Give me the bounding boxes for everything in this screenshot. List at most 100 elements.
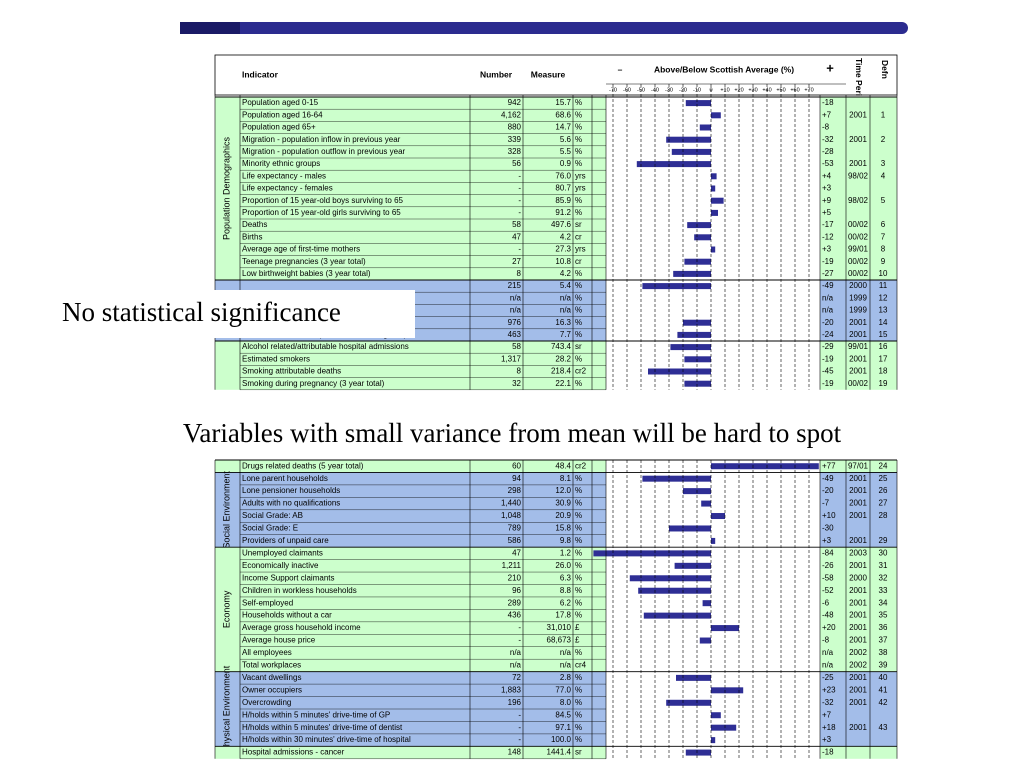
- cell: Self-employed: [242, 598, 293, 607]
- cell: 1: [881, 110, 886, 119]
- deviation-bar: [684, 380, 711, 387]
- deviation-bar: [629, 575, 711, 582]
- cell: 39: [879, 661, 888, 670]
- cell: -: [518, 184, 521, 193]
- cell: n/a: [822, 661, 834, 670]
- cell: yrs: [575, 171, 586, 180]
- cell: -8: [822, 123, 830, 132]
- cell: -32: [822, 135, 834, 144]
- cell: -49: [822, 281, 834, 290]
- cell: 97.1: [555, 723, 571, 732]
- cell: 25: [879, 474, 888, 483]
- cell: n/a: [822, 306, 834, 315]
- cell: 880: [508, 123, 522, 132]
- cell: Life expectancy - males: [242, 171, 326, 180]
- cell: Children in workless households: [242, 586, 357, 595]
- title-bar: [180, 22, 908, 34]
- cell: 98/02: [848, 171, 869, 180]
- title-bar-accent: [180, 22, 240, 34]
- cell: 96: [512, 586, 521, 595]
- cell: -7: [822, 499, 830, 508]
- cell: 8.0: [560, 698, 572, 707]
- cell: 196: [508, 698, 522, 707]
- cell: 436: [508, 611, 522, 620]
- cell: %: [575, 135, 582, 144]
- cell: 2001: [849, 561, 867, 570]
- cell: 2001: [849, 723, 867, 732]
- cell: 28.2: [555, 354, 571, 363]
- cell: Smoking attributable deaths: [242, 367, 341, 376]
- cell: -: [518, 196, 521, 205]
- cell: 6.2: [560, 598, 572, 607]
- cell: yrs: [575, 184, 586, 193]
- cell: 00/02: [848, 257, 869, 266]
- cell: 27: [879, 499, 888, 508]
- cell: 4,162: [501, 110, 522, 119]
- cell: 976: [508, 318, 522, 327]
- cell: 8: [517, 367, 522, 376]
- cell: 32: [879, 573, 888, 582]
- cell: 34: [879, 598, 888, 607]
- deviation-bar: [666, 136, 711, 143]
- cell: 68,673: [547, 636, 572, 645]
- header-bg: [214, 54, 898, 96]
- cell: 19: [879, 379, 888, 388]
- deviation-bar: [593, 550, 711, 557]
- cell: 16.3: [555, 318, 571, 327]
- cell: -: [518, 723, 521, 732]
- cell: %: [575, 698, 582, 707]
- cell: 24: [879, 461, 888, 470]
- annotation: No statistical significance: [62, 297, 341, 327]
- deviation-bar: [685, 749, 711, 756]
- cell: 789: [508, 524, 522, 533]
- cell: 586: [508, 536, 522, 545]
- cell: %: [575, 330, 582, 339]
- cell: -28: [822, 147, 834, 156]
- cell: %: [575, 293, 582, 302]
- cell: -24: [822, 330, 834, 339]
- cell: 2001: [849, 623, 867, 632]
- cell: Providers of unpaid care: [242, 536, 329, 545]
- cell: 15: [879, 330, 888, 339]
- cell: 17: [879, 354, 888, 363]
- cell: 42: [879, 698, 888, 707]
- cell: -12: [822, 232, 834, 241]
- cell: -30: [822, 524, 834, 533]
- header-cell: Above/Below Scottish Average (%): [654, 64, 794, 74]
- header-cell: Number: [480, 69, 513, 79]
- cell: 58: [512, 220, 521, 229]
- deviation-bar: [701, 500, 711, 507]
- deviation-bar: [711, 513, 725, 520]
- cell: -48: [822, 611, 834, 620]
- cell: 4: [881, 171, 886, 180]
- cell: -49: [822, 474, 834, 483]
- cell: +9: [822, 196, 832, 205]
- cell: 47: [512, 232, 521, 241]
- cell: +7: [822, 710, 832, 719]
- cell: 5.6: [560, 135, 572, 144]
- cell: 12: [879, 293, 888, 302]
- cell: 1999: [849, 306, 867, 315]
- cell: n/a: [560, 293, 572, 302]
- cell: -: [518, 710, 521, 719]
- cell: 14.7: [555, 123, 571, 132]
- cell: £: [575, 623, 580, 632]
- cell: Estimated smokers: [242, 354, 310, 363]
- cell: 29: [879, 536, 888, 545]
- cell: Hospital admissions - cancer: [242, 748, 345, 757]
- cell: %: [575, 196, 582, 205]
- deviation-bar: [711, 724, 737, 731]
- deviation-bar: [674, 562, 711, 569]
- deviation-bar: [711, 537, 716, 544]
- cell: sr: [575, 220, 582, 229]
- cell: %: [575, 123, 582, 132]
- cell: 2.8: [560, 673, 572, 682]
- cell: 2001: [849, 636, 867, 645]
- cell: Unemployed claimants: [242, 548, 323, 557]
- deviation-bar: [711, 737, 716, 744]
- cell: -: [518, 623, 521, 632]
- cell: cr2: [575, 367, 587, 376]
- cell: Owner occupiers: [242, 685, 302, 694]
- cell: 1441.4: [547, 748, 572, 757]
